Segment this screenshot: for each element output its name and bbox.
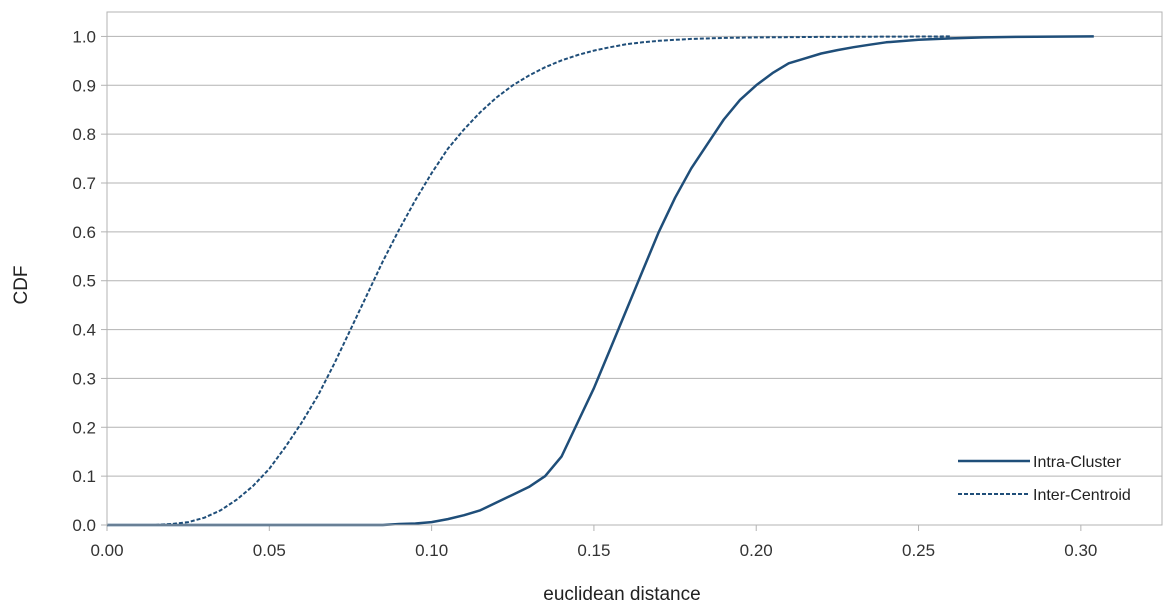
y-axis-title: CDF [11,265,32,304]
x-axis-ticks: 0.00 0.05 0.10 0.15 0.20 0.25 0.30 [90,525,1097,560]
series-line-inter-centroid [107,35,952,526]
y-tick-label-9: 0.9 [72,76,96,95]
y-tick-label-1: 0.1 [72,467,96,486]
y-tick-label-2: 0.2 [72,418,96,437]
x-tick-label-5: 0.25 [902,541,935,560]
y-tick-label-6: 0.6 [72,223,96,242]
x-tick-label-6: 0.30 [1064,541,1097,560]
legend-label-intra-cluster: Intra-Cluster [1033,454,1122,471]
x-axis-title: euclidean distance [543,584,700,603]
plot-area-border [106,11,1163,526]
y-tick-label-10: 1.0 [72,27,96,46]
x-tick-label-0: 0.00 [90,541,123,560]
x-tick-label-3: 0.15 [577,541,610,560]
y-tick-label-5: 0.5 [72,272,96,291]
series-layer [107,35,1094,527]
x-tick-label-4: 0.20 [740,541,773,560]
legend-label-inter-centroid: Inter-Centroid [1033,487,1131,504]
y-axis-ticks: 0.0 0.1 0.2 0.3 0.4 0.5 0.6 0.7 0.8 0.9 1.0 [72,27,107,535]
y-tick-label-7: 0.7 [72,174,96,193]
y-tick-label-3: 0.3 [72,369,96,388]
x-tick-label-2: 0.10 [415,541,448,560]
legend: Intra-Cluster Inter-Centroid [958,454,1131,504]
x-tick-label-1: 0.05 [253,541,286,560]
series-line-intra-cluster [107,35,1094,527]
y-tick-label-0: 0.0 [72,516,96,535]
gridlines [107,35,1162,526]
y-tick-label-8: 0.8 [72,125,96,144]
y-tick-label-4: 0.4 [72,321,96,340]
